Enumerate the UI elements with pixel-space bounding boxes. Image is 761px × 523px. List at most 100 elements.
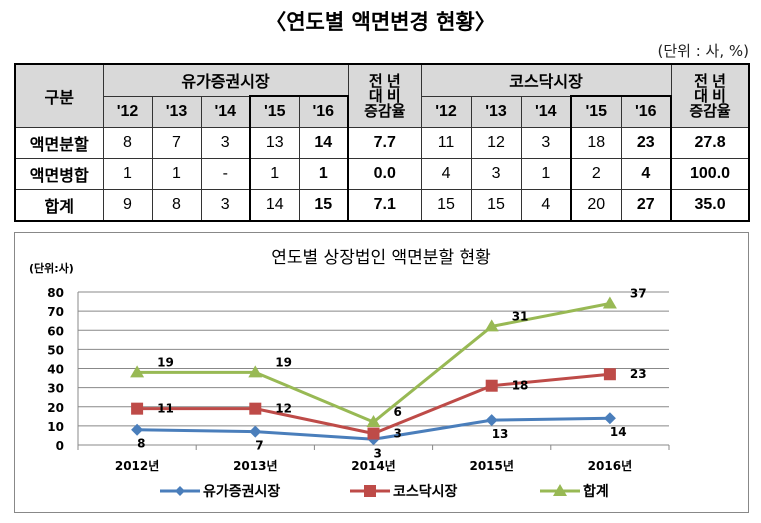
data-point-square [603,368,616,381]
kospi-cell: 14 [249,189,300,222]
data-label: 19 [157,355,174,369]
kospi-cell: 15 [298,189,350,222]
data-point-diamond [603,412,616,425]
unit-note: (단위 : 사, %) [657,42,749,60]
line-chart: 연도별 상장법인 액면분할 현황 (단위:사) 0 10 20 30 40 50 60 70 80 2… [29,248,670,500]
chart-title: 연도별 상장법인 액면분할 현황 [271,248,491,268]
y-tick-label: 70 [47,305,64,319]
data-point-triangle [484,319,499,332]
kosdaq-cell: 20 [570,189,622,222]
data-point-triangle [248,365,263,378]
kosdaq-header: 코스닥시장 [420,63,672,97]
kosdaq-cell: 15 [470,189,522,222]
kosdaq-cell: 12 [470,127,522,159]
data-label: 37 [630,286,647,300]
kosdaq-cell: 2 [570,158,622,190]
data-label: 6 [394,405,402,419]
kospi-cell: 3 [200,189,251,222]
kosdaq-cell: 3 [470,158,522,190]
kospi-rate-cell: 7.7 [347,127,422,159]
legend-marker-triangle [553,484,567,496]
kosdaq-cell: 4 [620,158,673,190]
kospi-cell: 13 [249,127,300,159]
legend-label: 합계 [583,483,609,500]
x-tick-label: 2012년 [115,459,159,473]
y-tick-label: 20 [47,401,64,415]
kospi-cell: - [200,158,251,190]
kosdaq-cell: 4 [420,158,472,190]
kospi-cell: 8 [151,189,202,222]
year-header: '12 [102,95,153,128]
kospi-cell: 1 [249,158,300,190]
data-label: 31 [512,309,529,323]
x-tick-label: 2016년 [588,459,632,473]
year-header: '16 [298,95,350,128]
y-tick-label: 80 [47,286,64,300]
page-title: 〈연도별 액면변경 현황〉 [265,10,496,34]
data-label: 11 [157,402,174,416]
legend-label: 유가증권시장 [203,483,280,500]
kosdaq-cell: 23 [620,127,673,159]
data-point-square [485,379,498,392]
kospi-cell: 8 [102,127,153,159]
x-tick-label: 2014년 [351,459,395,473]
data-label: 13 [492,427,509,441]
table-row: 합계 9 8 3 14 15 7.1 15 15 4 20 27 35.0 [14,189,750,222]
data-label: 14 [610,425,627,439]
data-label: 8 [137,437,145,451]
y-tick-label: 10 [47,420,64,434]
kospi-header: 유가증권시장 [102,63,349,97]
year-header: '14 [520,95,572,128]
y-tick-label: 0 [56,439,64,453]
kosdaq-cell: 27 [620,189,673,222]
legend-marker-square [364,485,376,497]
kosdaq-cell: 11 [420,127,472,159]
kospi-cell: 14 [298,127,350,159]
data-label: 7 [255,439,263,453]
kosdaq-cell: 3 [520,127,572,159]
kospi-cell: 9 [102,189,153,222]
data-point-diamond [485,414,498,427]
y-tick-label: 50 [47,343,64,357]
data-point-diamond [131,423,144,436]
kospi-cell: 1 [151,158,202,190]
year-header: '13 [470,95,522,128]
year-header: '15 [249,95,300,128]
x-tick-label: 2013년 [233,459,277,473]
kosdaq-cell: 15 [420,189,472,222]
kospi-cell: 1 [102,158,153,190]
legend-label: 코스닥시장 [393,483,458,500]
table-row: 액면병합 1 1-1 1 0.0 4 3 1 2 4 100.0 [14,158,750,190]
kosdaq-rate-cell: 100.0 [670,158,750,190]
year-header: '13 [151,95,202,128]
kosdaq-cell: 4 [520,189,572,222]
kospi-rate-cell: 7.1 [347,189,422,222]
kospi-cell: 3 [200,127,251,159]
kosdaq-cell: 18 [570,127,622,159]
data-label: 23 [630,367,647,381]
data-point-triangle [602,296,617,309]
data-label: 3 [394,427,402,441]
legend-marker-diamond [175,486,185,496]
data-label: 12 [275,402,292,416]
data-label: 18 [512,379,529,393]
row-label: 액면병합 [14,158,104,190]
data-point-triangle [130,365,145,378]
year-header: '16 [620,95,673,128]
kosdaq-cell: 1 [520,158,572,190]
chart-frame: 연도별 상장법인 액면분할 현황 (단위:사) 0 10 20 30 40 50 60 70 80 2… [14,232,749,513]
kospi-cell: 1 [298,158,350,190]
kospi-rate-cell: 0.0 [347,158,422,190]
data-label: 3 [374,446,382,460]
kosdaq-rate-cell: 27.8 [670,127,750,159]
year-header: '15 [570,95,622,128]
chart-unit: (단위:사) [29,261,74,275]
series-line-2 [137,302,611,424]
row-label: 합계 [14,189,104,222]
table-row: 액면분할 8 7 3 13 14 7.7 11 12 3 18 23 27.8 [14,127,750,159]
data-point-square [367,427,380,440]
data-point-square [131,402,144,415]
